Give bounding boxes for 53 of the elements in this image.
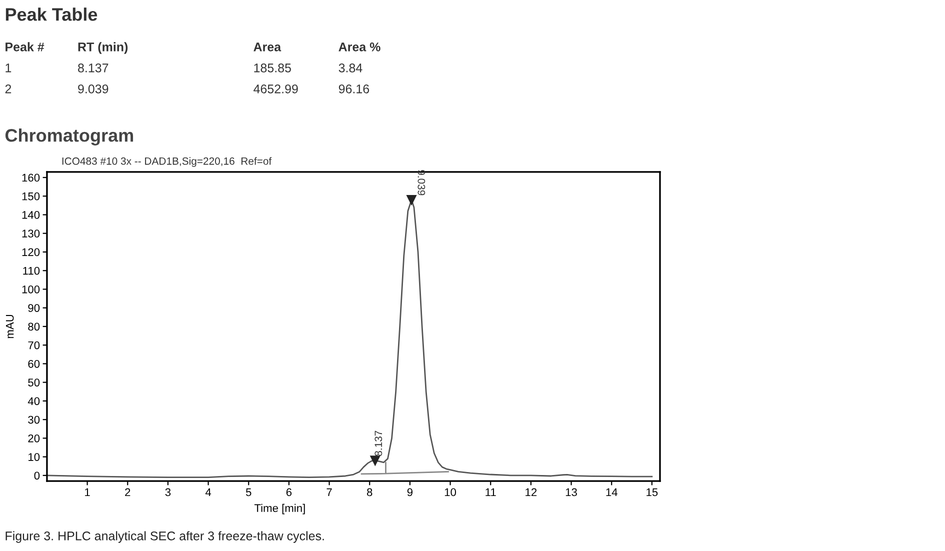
y-tick-label: 120 <box>22 248 40 256</box>
text: 8.137 <box>78 64 108 72</box>
line-series <box>360 462 449 475</box>
x-tick-label: 13 <box>566 488 577 496</box>
annotation: 8.137 <box>374 430 382 456</box>
x-tick-label: 2 <box>125 488 130 496</box>
x-tick-label: 5 <box>246 488 252 496</box>
x-tick-label: 15 <box>646 488 658 496</box>
text: 96.16 <box>338 84 370 94</box>
y-tick-label: 140 <box>22 211 40 219</box>
y-tick-label: 50 <box>28 378 40 386</box>
text: 185.85 <box>254 64 291 72</box>
caption: Figure 3. HPLC analytical SEC after 3 freeze-thaw cycles. <box>6 531 324 543</box>
y-tick-label: 20 <box>28 434 40 442</box>
y-axis-title: mAU <box>6 314 14 338</box>
x-tick-label: 9 <box>407 488 413 496</box>
y-tick-label: 160 <box>22 174 40 182</box>
y-tick-label: 130 <box>22 230 40 238</box>
x-tick-label: 12 <box>526 488 537 496</box>
x-tick-label: 6 <box>286 488 292 496</box>
annotation: 9.039 <box>418 170 426 196</box>
text: Area % <box>338 42 380 52</box>
x-tick-label: 10 <box>444 488 456 496</box>
text: Area <box>254 42 282 52</box>
y-tick-label: 80 <box>28 322 40 331</box>
text: Peak Table <box>6 8 98 21</box>
x-tick-label: 4 <box>205 488 212 496</box>
y-tick-label: 100 <box>22 285 40 294</box>
y-tick-label: 90 <box>28 304 40 312</box>
y-tick-label: 30 <box>28 416 40 424</box>
x-tick-label: 14 <box>606 488 618 496</box>
y-tick-label: 70 <box>28 341 40 350</box>
y-tick-label: 0 <box>34 472 40 480</box>
x-tick-label: 8 <box>367 488 372 496</box>
y-tick-label: 150 <box>22 192 40 200</box>
y-tick-label: 60 <box>28 360 40 368</box>
text: 2 <box>5 84 12 94</box>
text: RT (min) <box>78 42 128 54</box>
text: 1 <box>6 64 12 72</box>
text: 4652.99 <box>254 84 298 94</box>
text: Peak # <box>6 42 44 52</box>
y-tick-label: 10 <box>28 453 40 461</box>
x-axis-title: Time [min] <box>254 504 305 514</box>
x-tick-label: 1 <box>85 488 90 496</box>
x-tick-label: 11 <box>486 488 496 496</box>
text: 9.039 <box>78 84 108 94</box>
chart-title: Chromatogram <box>5 128 134 146</box>
chart-subtitle: ICO483 #10 3x -- DAD1B,Sig=220,16 Ref=of <box>62 157 272 167</box>
x-tick-label: 7 <box>326 488 332 496</box>
y-tick-label: 110 <box>23 266 40 275</box>
text: 3.84 <box>338 64 362 72</box>
x-tick-label: 3 <box>165 488 171 496</box>
y-tick-label: 40 <box>28 397 40 406</box>
